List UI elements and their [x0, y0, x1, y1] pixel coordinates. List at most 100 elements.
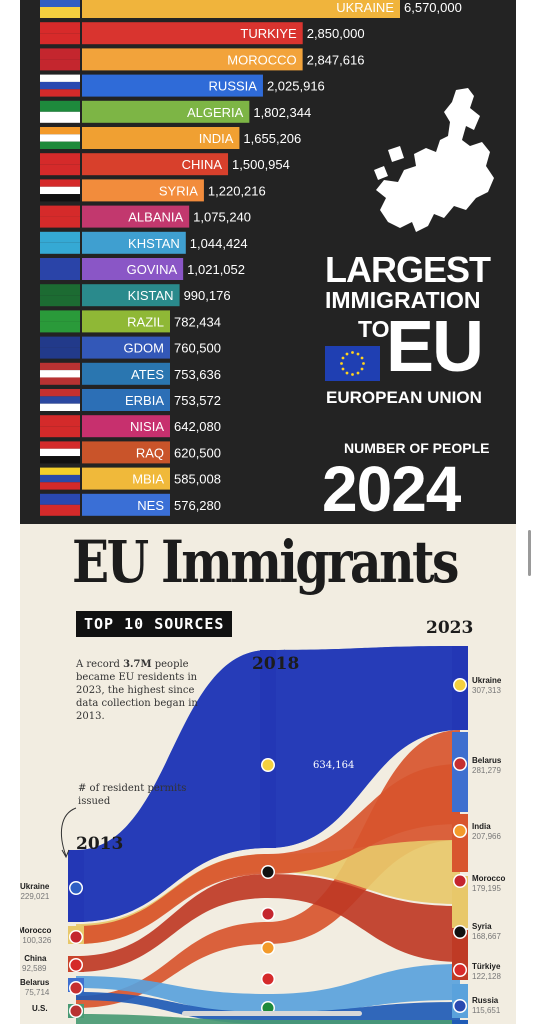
year-2013: 2013 — [76, 834, 124, 854]
flag-ru-icon — [40, 74, 80, 97]
flag-pk-icon — [40, 284, 80, 307]
bar-govina — [82, 258, 184, 280]
title-immigration: IMMIGRATION — [325, 287, 481, 313]
bar-value: 782,434 — [174, 314, 221, 329]
bar-label: ALBANIA — [128, 210, 183, 225]
eu-map-icon — [374, 88, 494, 232]
top-infographic: UKRAINE 6,570,000 TURKIYE 2,850,000 MOROCCO 2… — [20, 0, 516, 524]
flag-br-icon — [40, 310, 80, 333]
bar-label: KHSTAN — [128, 236, 180, 251]
flag-kz-icon — [40, 231, 80, 254]
bar-india — [82, 127, 240, 149]
bar-label: MBIA — [132, 472, 164, 487]
left-label-us: U.S. — [32, 1004, 48, 1013]
bar-value: 2,025,916 — [267, 79, 325, 94]
left-label-china: China 92,589 — [22, 954, 47, 973]
flag-co-icon — [40, 467, 80, 490]
flag-sy-icon — [40, 179, 80, 202]
title-largest: LARGEST — [325, 249, 491, 290]
bar-value: 1,044,424 — [190, 236, 248, 251]
bar-gdom — [82, 336, 170, 359]
flag-ua-icon — [40, 0, 80, 18]
bar-label: ALGERIA — [187, 105, 244, 120]
node-2023-morocco — [452, 876, 468, 928]
bar-label: RUSSIA — [209, 79, 258, 94]
flag-cn-icon — [40, 153, 80, 176]
flag-tr-icon — [40, 22, 80, 45]
node-2023-russia — [452, 1020, 468, 1024]
flag-dz-icon — [40, 100, 80, 123]
year-2023: 2023 — [426, 618, 474, 638]
title-eu: EU — [386, 307, 484, 387]
left-label-morocco: Morocco 100,326 — [20, 926, 52, 945]
bar-value: 2,850,000 — [307, 26, 365, 41]
left-label-ukraine: Ukraine 229,021 — [20, 882, 50, 901]
bar-label: MOROCCO — [227, 52, 296, 67]
bar-value: 620,500 — [174, 445, 221, 460]
bar-turkiye — [82, 22, 303, 45]
bar-value: 1,500,954 — [232, 157, 290, 172]
right-label-morocco: Morocco 179,195 — [472, 874, 506, 893]
bar-ukraine — [82, 0, 400, 18]
right-label-india: India 207,966 — [472, 822, 501, 841]
bar-label: TURKIYE — [240, 26, 297, 41]
flow-morocco — [76, 840, 460, 944]
flag-ma-icon — [40, 48, 80, 71]
subtitle-number-of-people: NUMBER OF PEOPLE — [344, 440, 490, 456]
flow-russia — [76, 992, 460, 1024]
flag-ba-icon — [40, 258, 80, 280]
flag-ph-icon — [40, 493, 80, 516]
bar-razil — [82, 310, 170, 333]
flag-tn-icon — [40, 415, 80, 438]
bar-label: NISIA — [130, 419, 164, 434]
bar-value: 1,075,240 — [193, 210, 251, 225]
node-2018-ukraine — [260, 650, 276, 848]
node-2023-belarus — [452, 732, 468, 812]
bar-value: 642,080 — [174, 419, 221, 434]
right-label-belarus: Belarus 281,279 — [472, 756, 502, 775]
title-to: TO — [358, 316, 390, 342]
bar-erbia — [82, 389, 170, 411]
record-note: A record 3.7M people became EU residents… — [76, 659, 198, 722]
bar-label: CHINA — [182, 157, 223, 172]
bar-value: 753,636 — [174, 367, 221, 382]
bar-value: 760,500 — [174, 341, 221, 356]
flag-iq-icon — [40, 441, 80, 464]
chart-title: EU Immigrants — [72, 528, 459, 596]
home-indicator[interactable] — [182, 1011, 362, 1016]
bar-syria — [82, 179, 204, 202]
bar-nes — [82, 493, 170, 516]
bar-khstan — [82, 231, 186, 254]
bottom-infographic: EU Immigrants TOP 10 SOURCES A record 3.… — [20, 524, 516, 1024]
sankey-chart — [68, 646, 468, 1024]
right-label-syria: Syria 168,667 — [472, 922, 501, 941]
bar-label: NES — [137, 498, 164, 513]
bar-kistan — [82, 284, 180, 307]
bar-value: 990,176 — [184, 288, 231, 303]
ukraine-2018-value: 634,164 — [313, 760, 355, 771]
annotation-arrow — [60, 807, 77, 859]
flow-us — [76, 1014, 460, 1024]
bar-label: SYRIA — [159, 183, 198, 198]
flag-rs-icon — [40, 389, 80, 411]
bar-ates — [82, 362, 170, 385]
year-2018: 2018 — [252, 654, 300, 674]
bar-value: 1,802,344 — [253, 105, 311, 120]
bar-label: RAZIL — [127, 314, 164, 329]
bar-value: 1,655,206 — [243, 131, 301, 146]
bar-value: 576,280 — [174, 498, 221, 513]
page-scrollbar[interactable] — [528, 530, 531, 576]
bar-china — [82, 153, 229, 176]
right-label-ukraine: Ukraine 307,313 — [472, 676, 502, 695]
right-label-russia: Russia 115,651 — [472, 996, 501, 1015]
flag-us-icon — [40, 362, 80, 385]
immigration-bar-chart: UKRAINE 6,570,000 TURKIYE 2,850,000 MOROCCO 2… — [40, 0, 462, 516]
bar-label: RAQ — [136, 445, 164, 460]
bar-label: KISTAN — [128, 288, 174, 303]
bar-morocco — [82, 48, 303, 71]
flag-al-icon — [40, 205, 80, 228]
bar-label: UKRAINE — [336, 0, 394, 15]
bar-label: INDIA — [199, 131, 234, 146]
right-label-trkiye: Türkiye 122,128 — [472, 962, 501, 981]
bar-label: GDOM — [124, 341, 164, 356]
